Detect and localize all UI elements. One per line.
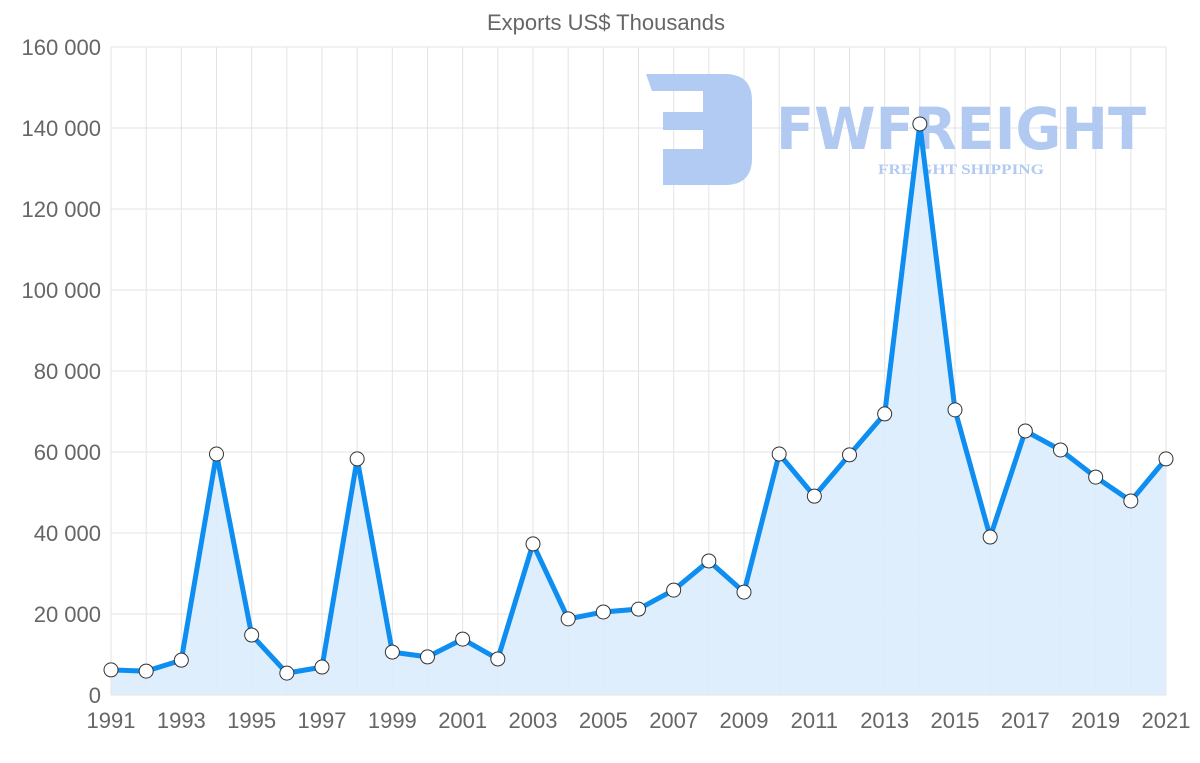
x-tick-label: 2011: [791, 708, 838, 733]
x-tick-label: 2007: [649, 708, 698, 733]
x-tick-label: 1995: [227, 708, 276, 733]
x-tick-label: 2005: [579, 708, 628, 733]
x-tick-label: 2009: [720, 708, 769, 733]
chart-title: Exports US$ Thousands: [487, 10, 725, 35]
data-point-2014[interactable]: [912, 116, 928, 132]
data-point-2016[interactable]: [982, 529, 998, 545]
data-point-1996[interactable]: [279, 665, 295, 681]
data-point-2021[interactable]: [1158, 451, 1174, 467]
data-point-1994[interactable]: [209, 446, 224, 462]
data-point-1991[interactable]: [103, 662, 119, 678]
data-point-2015[interactable]: [947, 402, 963, 418]
x-tick-label: 2019: [1071, 708, 1120, 733]
y-tick-label: 140 000: [21, 116, 101, 141]
fwfreight-watermark-logo: FWFREIGHT FREIGHT SHIPPING: [646, 74, 1146, 185]
y-axis: 0 20 000 40 000 60 000 80 000 100 000 120 000 1…: [21, 35, 101, 708]
y-tick-label: 20 000: [34, 602, 101, 627]
x-tick-label: 1991: [87, 708, 136, 733]
data-point-1993[interactable]: [173, 652, 189, 668]
data-point-2017[interactable]: [1017, 423, 1033, 439]
x-tick-label: 2021: [1142, 708, 1191, 733]
data-point-2013[interactable]: [877, 406, 893, 422]
data-point-1997[interactable]: [314, 659, 330, 675]
y-tick-label: 0: [89, 683, 101, 708]
y-tick-label: 80 000: [34, 359, 101, 384]
data-point-2006[interactable]: [631, 601, 646, 617]
x-tick-label: 1997: [298, 708, 347, 733]
x-tick-label: 2017: [1001, 708, 1050, 733]
data-point-2005[interactable]: [595, 604, 611, 620]
data-point-2011[interactable]: [806, 488, 822, 504]
data-point-2007[interactable]: [666, 582, 682, 598]
data-point-2004[interactable]: [560, 611, 576, 627]
y-tick-label: 40 000: [34, 521, 101, 546]
y-tick-label: 60 000: [34, 440, 101, 465]
data-point-2018[interactable]: [1053, 442, 1068, 458]
watermark-tagline: FREIGHT SHIPPING: [878, 162, 1044, 178]
data-point-2010[interactable]: [771, 446, 787, 462]
data-point-2020[interactable]: [1123, 493, 1139, 509]
data-point-2012[interactable]: [842, 447, 857, 463]
data-point-2008[interactable]: [701, 553, 717, 569]
data-point-2000[interactable]: [420, 649, 435, 665]
x-tick-label: 2013: [860, 708, 909, 733]
data-points: [103, 116, 1174, 681]
y-tick-label: 120 000: [21, 197, 101, 222]
x-tick-label: 1993: [157, 708, 206, 733]
data-point-1992[interactable]: [138, 663, 154, 679]
data-point-2009[interactable]: [736, 584, 752, 600]
data-point-1995[interactable]: [244, 627, 260, 643]
x-tick-label: 2001: [438, 708, 487, 733]
x-tick-label: 2015: [931, 708, 980, 733]
data-point-2002[interactable]: [490, 651, 506, 667]
x-tick-label: 2003: [509, 708, 558, 733]
y-tick-label: 160 000: [21, 35, 101, 60]
data-point-2019[interactable]: [1088, 469, 1104, 485]
y-tick-label: 100 000: [21, 278, 101, 303]
x-tick-label: 1999: [368, 708, 417, 733]
watermark-brand: FWFREIGHT: [776, 95, 1146, 163]
data-point-1998[interactable]: [349, 451, 365, 467]
series-area-fill: [111, 124, 1166, 695]
data-point-2003[interactable]: [525, 536, 541, 552]
x-axis: 1991 1993 1995 1997 1999 2001 2003 2005 2007 2009…: [87, 708, 1191, 733]
data-point-1999[interactable]: [384, 644, 400, 660]
data-point-2001[interactable]: [455, 631, 471, 647]
fwfreight-logo-mark: [646, 74, 752, 185]
